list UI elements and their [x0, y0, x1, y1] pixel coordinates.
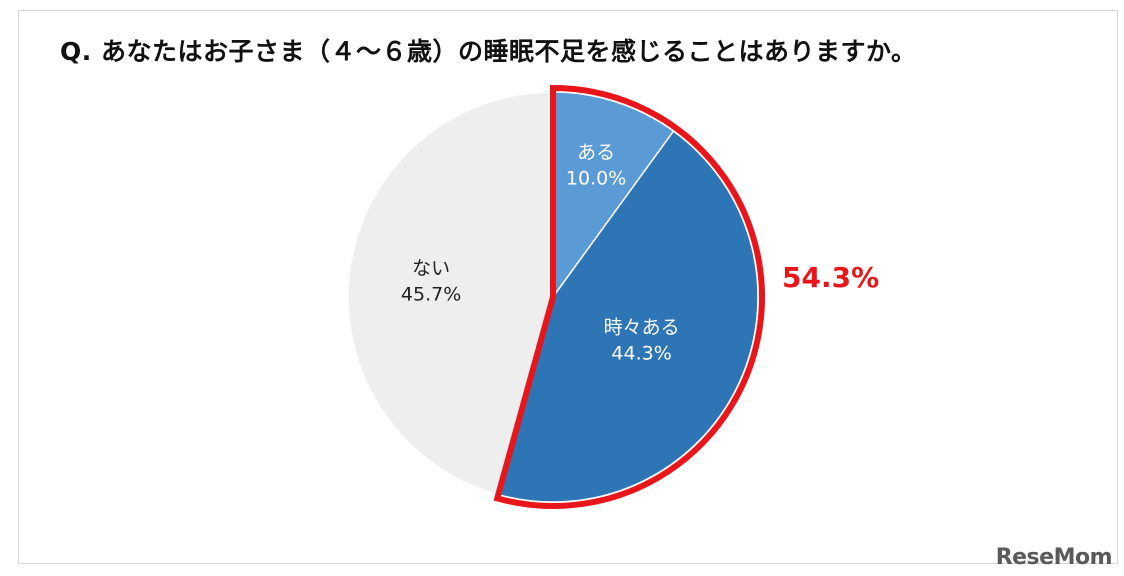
highlight-outline — [493, 84, 765, 509]
slice-value-1: 44.3% — [611, 343, 671, 365]
highlight-total-label: 54.3% — [782, 261, 879, 294]
pie-slice-0 — [552, 91, 675, 300]
slice-value-0: 10.0% — [566, 167, 626, 189]
highlight-layer — [493, 84, 765, 509]
slice-value-2: 45.7% — [401, 283, 461, 305]
resemom-logo: ReseMom — [995, 545, 1113, 570]
pie-slice-2 — [347, 91, 554, 496]
slice-label-2: ない — [412, 257, 450, 279]
labels-layer: ある 10.0% 時々ある 44.3% ない 45.7% 54.3% — [401, 141, 879, 364]
slice-label-0: ある — [577, 141, 615, 163]
chart-title: Q. あなたはお子さま（４～６歳）の睡眠不足を感じることはありますか。 — [60, 37, 917, 66]
pie-slice-1 — [497, 130, 759, 503]
slice-label-1: 時々ある — [604, 317, 680, 339]
slices-layer — [347, 91, 759, 503]
